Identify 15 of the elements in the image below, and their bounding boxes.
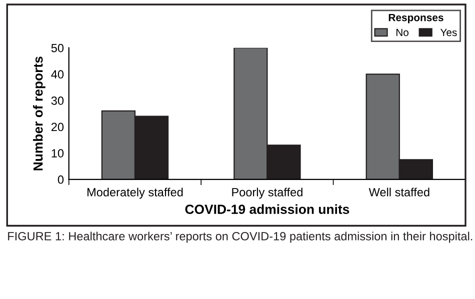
legend-title: Responses bbox=[388, 14, 444, 24]
y-axis-title: Number of reports bbox=[33, 56, 46, 170]
y-tick-label: 50 bbox=[51, 44, 64, 52]
x-tick-label: Well staffed bbox=[368, 188, 430, 196]
y-tick-label: 0 bbox=[58, 175, 64, 184]
y-tick-label: 20 bbox=[51, 122, 64, 132]
legend-label: No bbox=[396, 28, 408, 36]
x-tick-label: Poorly staffed bbox=[232, 188, 302, 199]
y-tick-label: 40 bbox=[51, 70, 64, 79]
caption: FIGURE 1: Healthcare workers’ reports on COVID-19 patients admission in their hospital. bbox=[8, 232, 472, 243]
x-axis-title: COVID-19 admission units bbox=[185, 204, 350, 214]
y-tick-label: 10 bbox=[52, 149, 64, 158]
y-tick-label: 30 bbox=[51, 96, 64, 105]
legend-label: Yes bbox=[440, 28, 457, 36]
x-tick-label: Moderately staffed bbox=[87, 188, 183, 199]
